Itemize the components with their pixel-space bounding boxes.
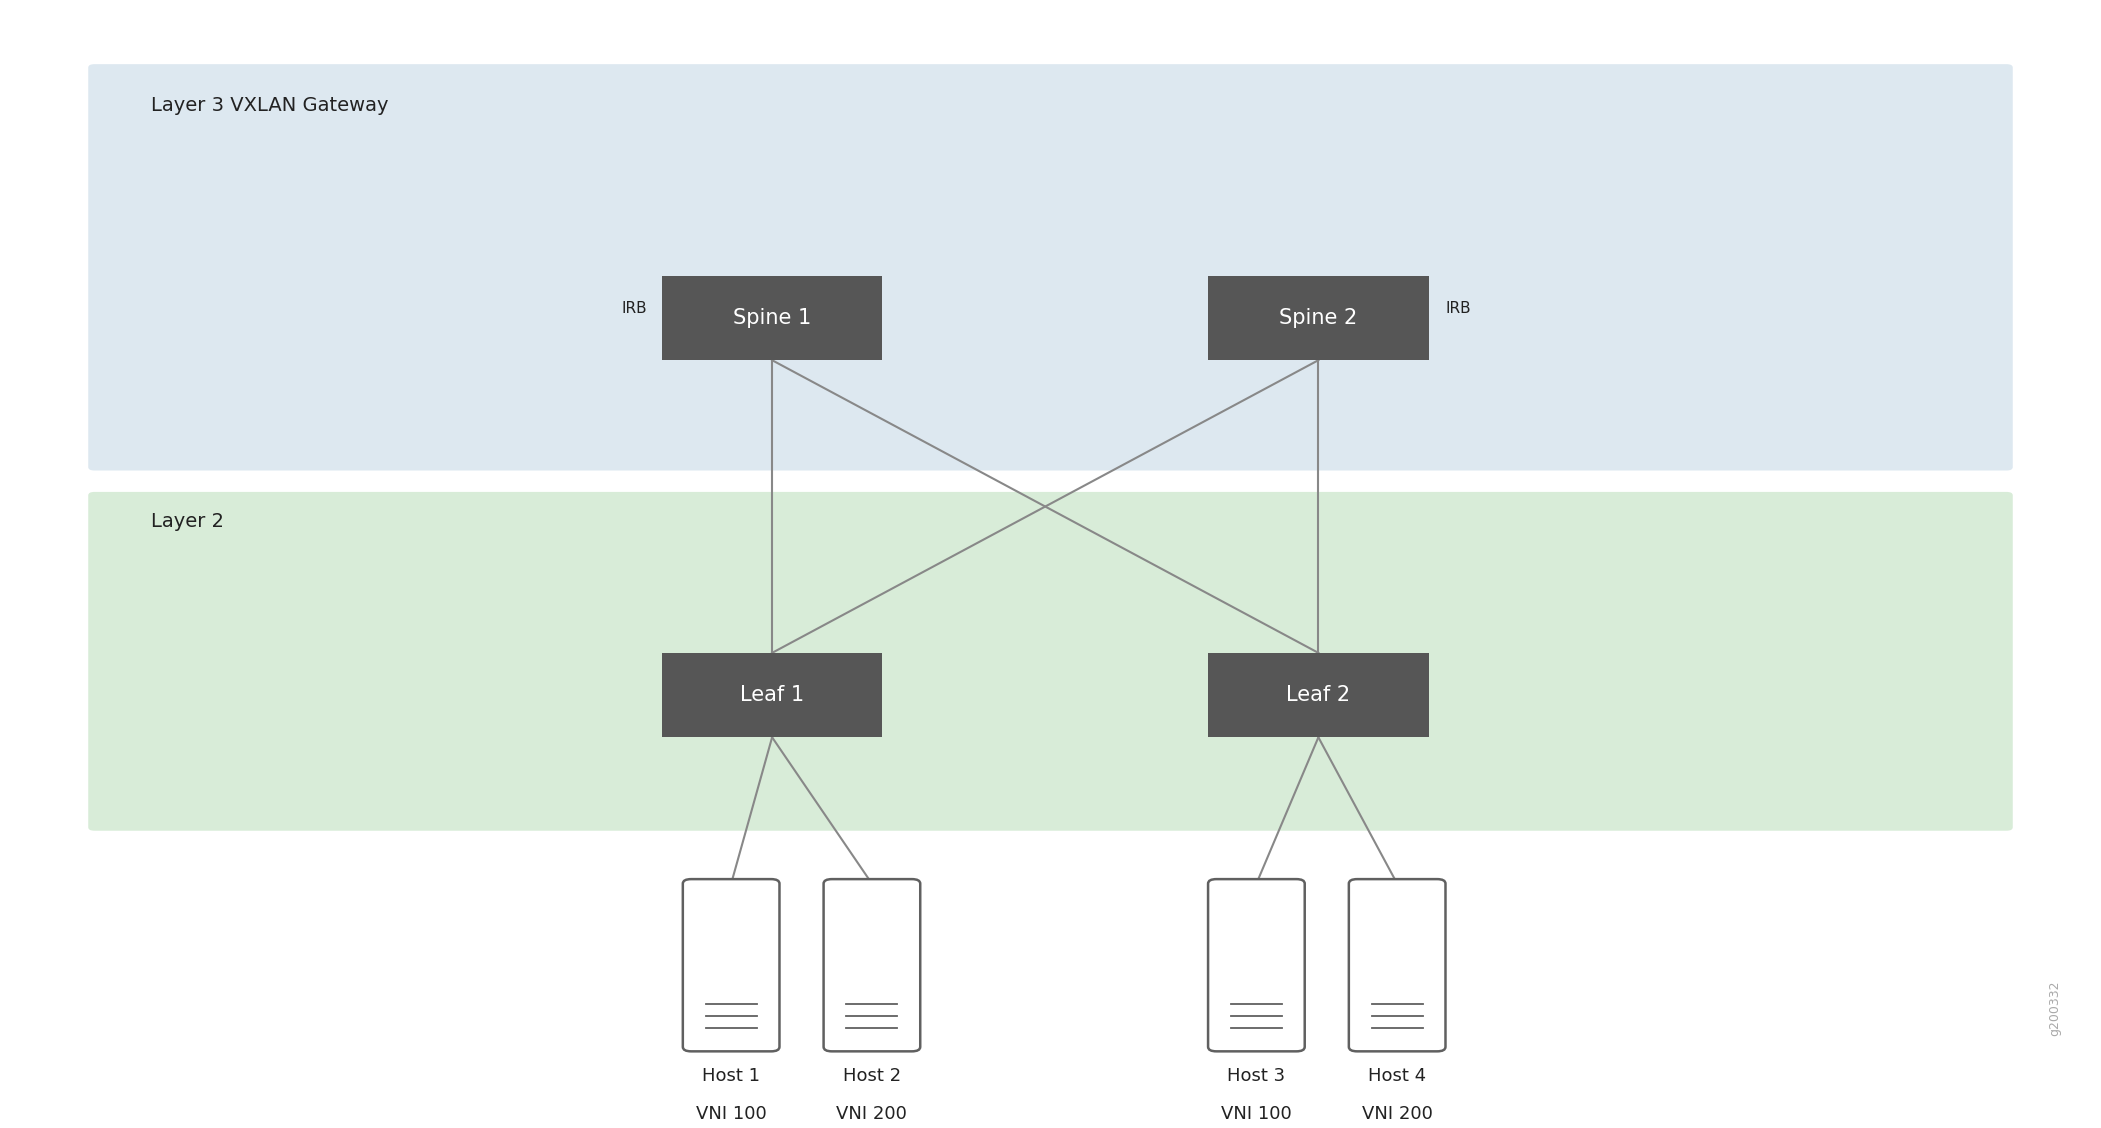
- FancyBboxPatch shape: [1208, 653, 1429, 738]
- Text: Spine 2: Spine 2: [1280, 308, 1357, 328]
- FancyBboxPatch shape: [88, 64, 2013, 470]
- FancyBboxPatch shape: [1208, 275, 1429, 360]
- Text: IRB: IRB: [1445, 301, 1471, 316]
- Text: VNI 200: VNI 200: [836, 1105, 908, 1123]
- FancyBboxPatch shape: [1349, 879, 1445, 1051]
- FancyBboxPatch shape: [662, 653, 882, 738]
- Text: Leaf 2: Leaf 2: [1286, 685, 1351, 705]
- Text: Leaf 1: Leaf 1: [740, 685, 805, 705]
- Text: Host 4: Host 4: [1368, 1067, 1427, 1085]
- FancyBboxPatch shape: [1208, 879, 1305, 1051]
- FancyBboxPatch shape: [824, 879, 920, 1051]
- Text: Spine 1: Spine 1: [733, 308, 811, 328]
- Text: Host 2: Host 2: [843, 1067, 901, 1085]
- Text: VNI 100: VNI 100: [695, 1105, 767, 1123]
- Text: Host 1: Host 1: [702, 1067, 761, 1085]
- FancyBboxPatch shape: [662, 275, 882, 360]
- Text: Host 3: Host 3: [1227, 1067, 1286, 1085]
- FancyBboxPatch shape: [88, 492, 2013, 830]
- Text: Layer 3 VXLAN Gateway: Layer 3 VXLAN Gateway: [151, 96, 389, 115]
- Text: g200332: g200332: [2048, 980, 2061, 1036]
- FancyBboxPatch shape: [683, 879, 779, 1051]
- Text: Layer 2: Layer 2: [151, 512, 225, 531]
- Text: VNI 200: VNI 200: [1361, 1105, 1433, 1123]
- Text: IRB: IRB: [622, 301, 647, 316]
- Text: VNI 100: VNI 100: [1221, 1105, 1292, 1123]
